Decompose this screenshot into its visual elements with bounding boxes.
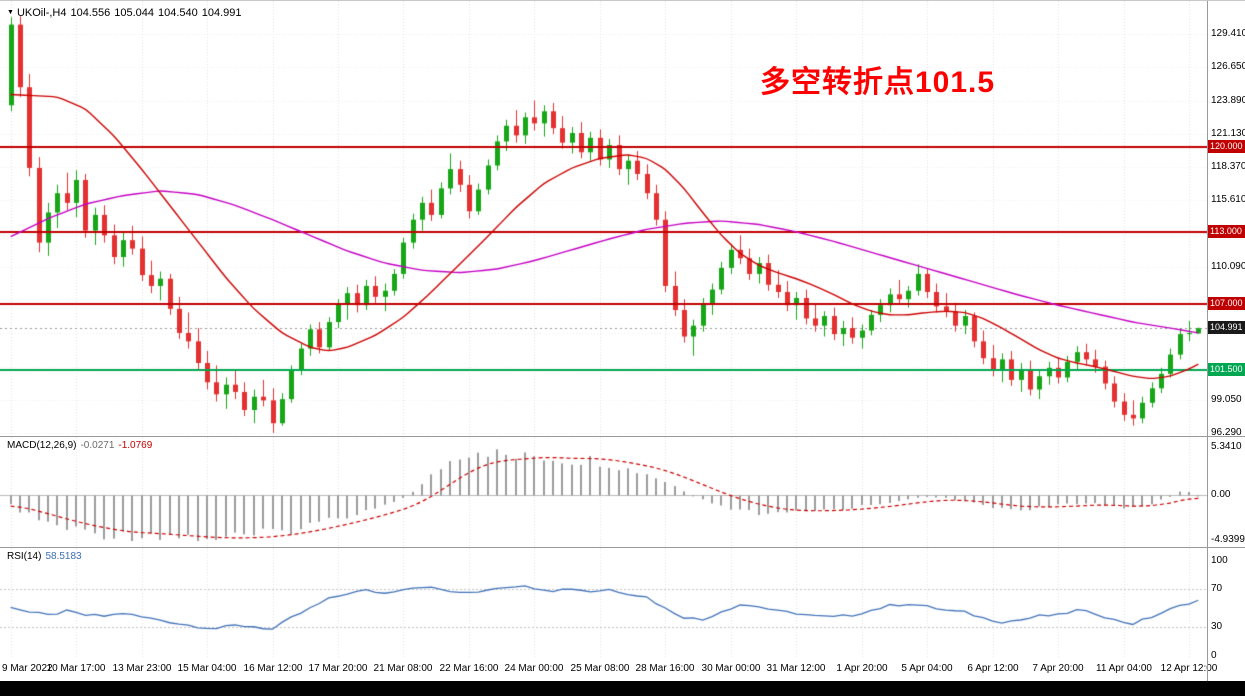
time-axis-label: 24 Mar 00:00 bbox=[504, 663, 564, 674]
price-axis-label: 126.650 bbox=[1211, 61, 1245, 73]
time-axis-label: 17 Mar 20:00 bbox=[308, 663, 368, 674]
time-axis-label: 1 Apr 20:00 bbox=[836, 663, 888, 674]
time-axis[interactable]: 9 Mar 2022 10 Mar 17:00 13 Mar 23:00 15 Mar… bbox=[0, 659, 1245, 681]
price-axis-label: 121.130 bbox=[1211, 127, 1245, 139]
current-price-chip: 104.991 bbox=[1208, 321, 1245, 335]
time-axis-label: 12 Apr 12:00 bbox=[1160, 663, 1218, 674]
time-axis-label: 13 Mar 23:00 bbox=[112, 663, 172, 674]
ohlc-high: 105.044 bbox=[114, 7, 154, 19]
ohlc-close: 104.991 bbox=[201, 7, 242, 19]
rsi-canvas[interactable] bbox=[0, 548, 1207, 659]
time-axis-label: 25 Mar 08:00 bbox=[570, 663, 630, 674]
hline-price-chip: 107.000 bbox=[1208, 297, 1245, 310]
chart-header: ▼ UKOil-,H4 104.556 105.044 104.540 104.991 bbox=[7, 7, 246, 19]
time-axis-label: 16 Mar 12:00 bbox=[243, 663, 303, 674]
time-axis-label: 28 Mar 16:00 bbox=[635, 663, 695, 674]
price-axis-border bbox=[1207, 1, 1208, 681]
macd-main-value: -0.0271 bbox=[80, 440, 115, 451]
macd-indicator-label: MACD(12,26,9) -0.0271 -1.0769 bbox=[7, 440, 152, 451]
macd-signal-value: -1.0769 bbox=[118, 440, 153, 451]
rsi-axis-label: 100 bbox=[1211, 555, 1228, 566]
bottom-bar bbox=[0, 681, 1245, 696]
panel-separator-2[interactable] bbox=[0, 547, 1245, 548]
rsi-axis-label: 0 bbox=[1211, 649, 1217, 661]
rsi-axis-label: 70 bbox=[1211, 583, 1223, 595]
panel-separator-1[interactable] bbox=[0, 436, 1245, 437]
time-axis-label: 21 Mar 08:00 bbox=[373, 663, 433, 674]
time-axis-label: 7 Apr 20:00 bbox=[1032, 663, 1084, 674]
macd-axis-label: -4.9399 bbox=[1211, 533, 1245, 545]
rsi-panel[interactable]: RSI(14) 58.5183 bbox=[0, 548, 1207, 659]
annotation-text[interactable]: 多空转折点101.5 bbox=[760, 66, 996, 99]
macd-axis-label: 5.3410 bbox=[1211, 441, 1242, 453]
hline-price-chip: 120.000 bbox=[1208, 140, 1245, 154]
macd-panel[interactable]: MACD(12,26,9) -0.0271 -1.0769 bbox=[0, 437, 1207, 547]
price-axis-label: 96.290 bbox=[1211, 426, 1242, 438]
time-axis-label: 30 Mar 00:00 bbox=[701, 663, 761, 674]
price-axis-label: 110.090 bbox=[1211, 260, 1245, 272]
rsi-value: 58.5183 bbox=[45, 551, 82, 562]
time-axis-label: 5 Apr 04:00 bbox=[901, 663, 953, 674]
price-chart-canvas[interactable] bbox=[0, 1, 1207, 436]
macd-name: MACD(12,26,9) bbox=[7, 440, 77, 451]
rsi-name: RSI(14) bbox=[7, 551, 42, 562]
time-axis-label: 6 Apr 12:00 bbox=[967, 663, 1019, 674]
hline-price-chip: 113.000 bbox=[1208, 224, 1245, 238]
rsi-axis-label: 30 bbox=[1211, 621, 1223, 633]
macd-canvas[interactable] bbox=[0, 437, 1207, 547]
symbol-timeframe-label: UKOil-,H4 bbox=[16, 7, 67, 19]
price-axis-label: 115.610 bbox=[1211, 194, 1245, 206]
ohlc-open: 104.556 bbox=[70, 7, 111, 19]
time-axis-label: 31 Mar 12:00 bbox=[766, 663, 826, 674]
time-axis-label: 9 Mar 2022 bbox=[2, 663, 53, 674]
macd-axis-label: 0.00 bbox=[1211, 489, 1231, 501]
price-axis-label: 123.890 bbox=[1211, 94, 1245, 106]
time-axis-label: 11 Apr 04:00 bbox=[1096, 663, 1152, 674]
ohlc-low: 104.540 bbox=[157, 7, 198, 19]
time-axis-label: 22 Mar 16:00 bbox=[439, 663, 499, 674]
hline-price-chip: 101.500 bbox=[1208, 363, 1245, 377]
collapse-arrow-icon[interactable]: ▼ bbox=[7, 9, 14, 16]
price-axis-label: 99.050 bbox=[1211, 393, 1242, 405]
time-axis-label: 15 Mar 04:00 bbox=[177, 663, 237, 674]
time-axis-label: 10 Mar 17:00 bbox=[46, 663, 106, 674]
price-panel[interactable]: ▼ UKOil-,H4 104.556 105.044 104.540 104.991 多… bbox=[0, 1, 1207, 436]
rsi-indicator-label: RSI(14) 58.5183 bbox=[7, 551, 82, 562]
price-axis-label: 118.370 bbox=[1211, 161, 1245, 173]
price-axis-label: 129.410 bbox=[1211, 28, 1245, 40]
